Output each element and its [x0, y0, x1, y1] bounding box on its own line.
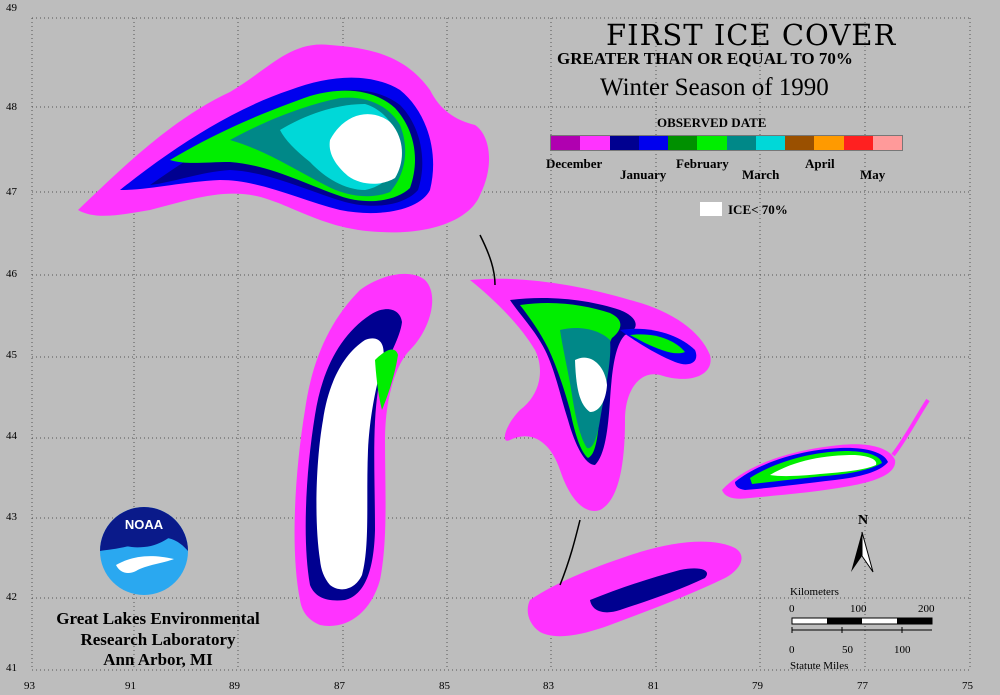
lake-ontario [722, 444, 896, 499]
ice-below-70-label: ICE< 70% [728, 202, 788, 217]
latitude-label: 41 [6, 662, 17, 674]
north-label: N [858, 513, 868, 528]
season-title: Winter Season of 1990 [600, 74, 829, 101]
longitude-label: 87 [334, 680, 345, 692]
organization-line-1: Great Lakes Environmental [56, 609, 260, 628]
legend-color-segment [551, 136, 581, 150]
organization-line-3: Ann Arbor, MI [103, 650, 213, 669]
lake-michigan [294, 273, 433, 626]
graticule [31, 17, 971, 671]
longitude-label: 91 [125, 680, 136, 692]
scale-km-tick: 200 [918, 603, 935, 615]
scale-mi-tick: 0 [789, 644, 795, 656]
legend-month-label: December [546, 156, 603, 171]
noaa-logo: NOAA [100, 507, 188, 595]
map-subtitle: GREATER THAN OR EQUAL TO 70% [557, 49, 853, 68]
legend-color-segment [726, 136, 756, 150]
north-arrow-icon: N [851, 513, 874, 573]
st-marys-river [479, 234, 496, 286]
latitude-label: 44 [6, 430, 17, 442]
map-title: FIRST ICE COVER [606, 18, 897, 52]
longitude-label: 81 [648, 680, 659, 692]
longitude-label: 85 [439, 680, 450, 692]
legend-color-segment [872, 136, 902, 150]
latitude-label: 48 [6, 101, 17, 113]
st-lawrence-river [891, 398, 930, 457]
legend-color-segment [668, 136, 698, 150]
detroit-river [559, 519, 581, 586]
noaa-logo-text: NOAA [125, 517, 164, 532]
legend-color-segment [843, 136, 873, 150]
legend-month-label: January [620, 167, 667, 182]
scale-km-label: Kilometers [790, 586, 839, 598]
longitude-label: 77 [857, 680, 868, 692]
organization-line-2: Research Laboratory [80, 630, 236, 649]
longitude-label: 83 [543, 680, 554, 692]
longitude-label: 79 [752, 680, 763, 692]
legend-color-segment [609, 136, 639, 150]
legend-month-label: March [742, 167, 780, 182]
longitude-label: 93 [24, 680, 35, 692]
legend-month-label: April [805, 156, 835, 171]
longitude-label: 89 [229, 680, 240, 692]
latitude-label: 47 [6, 186, 17, 198]
legend-color-bar [550, 135, 903, 151]
legend-color-segment [814, 136, 844, 150]
latitude-label: 46 [6, 268, 17, 280]
legend-month-label: May [860, 167, 886, 182]
legend-color-segment [785, 136, 815, 150]
scale-mi-tick: 50 [842, 644, 854, 656]
latitude-label: 49 [6, 2, 17, 14]
legend-color-segment [580, 136, 610, 150]
scale-mi-label: Statute Miles [790, 660, 848, 672]
scale-km-tick: 100 [850, 603, 867, 615]
lake-huron [470, 278, 711, 511]
latitude-label: 43 [6, 511, 17, 523]
latitude-label: 42 [6, 591, 17, 603]
legend-color-segment [638, 136, 668, 150]
lake-superior [78, 44, 490, 233]
scale-bar: Kilometers 0 100 200 0 50 100 Statute Mi… [789, 586, 935, 672]
latitude-label: 45 [6, 349, 17, 361]
longitude-label: 75 [962, 680, 973, 692]
scale-mi-tick: 100 [894, 644, 911, 656]
ice-below-70-swatch [700, 202, 722, 216]
legend-month-label: February [676, 156, 729, 171]
legend-color-segment [697, 136, 727, 150]
legend-color-segment [755, 136, 785, 150]
scale-km-tick: 0 [789, 603, 795, 615]
legend-heading: OBSERVED DATE [657, 115, 767, 130]
lake-erie [527, 541, 742, 637]
